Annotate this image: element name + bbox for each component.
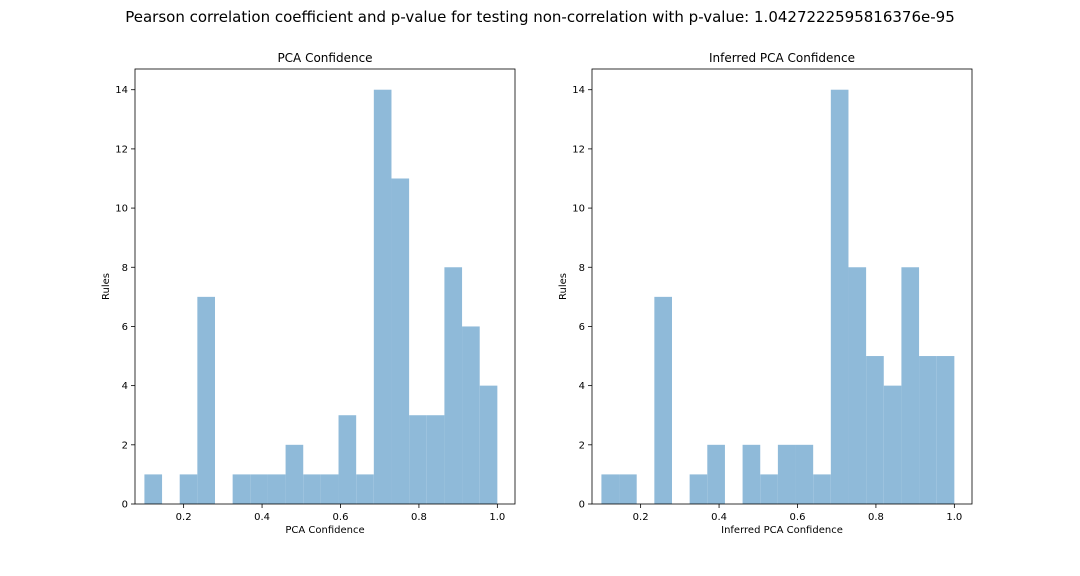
y-tick-label: 14 [572, 85, 585, 96]
histogram-bar [426, 415, 445, 504]
x-tick-label: 0.8 [868, 512, 884, 523]
histogram-bar [936, 356, 955, 504]
histogram-bar [338, 415, 357, 504]
histogram-bar [356, 474, 374, 504]
histogram-bar [795, 444, 814, 504]
y-tick-label: 14 [115, 85, 128, 96]
x-tick-label: 0.2 [176, 512, 192, 523]
histogram-bar [601, 474, 620, 504]
figure-suptitle: Pearson correlation coefficient and p-va… [125, 8, 955, 26]
histogram-bar [742, 444, 761, 504]
histogram-bar [232, 474, 251, 504]
histogram-bar [830, 89, 849, 504]
y-axis-label: Rules [558, 273, 569, 300]
histogram-bar [320, 474, 339, 504]
y-tick-label: 6 [122, 322, 128, 333]
y-tick-label: 10 [115, 204, 128, 215]
axes-frame [134, 68, 516, 505]
histogram-bar [901, 267, 920, 504]
x-tick-label: 0.2 [633, 512, 649, 523]
histogram-bar [179, 474, 198, 504]
y-tick-label: 4 [122, 381, 128, 392]
x-tick-label: 0.6 [333, 512, 349, 523]
x-tick-label: 0.4 [711, 512, 727, 523]
histogram-bar [462, 326, 480, 504]
histogram-bar [373, 89, 392, 504]
y-tick-label: 2 [579, 440, 585, 451]
panel-title: PCA Confidence [277, 51, 372, 65]
x-axis-label: PCA Confidence [285, 525, 364, 536]
histogram-bar [707, 444, 725, 504]
x-tick-label: 0.6 [790, 512, 806, 523]
histogram-bar [303, 474, 321, 504]
histogram-bar [919, 356, 937, 504]
axes-frame [591, 68, 973, 505]
histogram-bar [479, 385, 498, 504]
x-axis-label: Inferred PCA Confidence [721, 525, 843, 536]
histogram-bar [848, 267, 867, 504]
y-tick-label: 6 [579, 322, 585, 333]
histogram-bar [813, 474, 831, 504]
x-tick-label: 1.0 [946, 512, 962, 523]
histogram-bar [883, 385, 902, 504]
y-tick-label: 4 [579, 381, 585, 392]
y-tick-label: 0 [122, 500, 128, 511]
histogram-bar [144, 474, 163, 504]
histogram-bar [197, 296, 215, 504]
histogram-bar [654, 296, 672, 504]
histogram-bar [777, 444, 796, 504]
histogram-bar [391, 178, 410, 504]
y-axis-label: Rules [101, 273, 112, 300]
histogram-bar [760, 474, 778, 504]
histogram-panel-1: 0.2 0.4 0.6 0.8 1.0 0 2 4 6 8 10 12 14 PCA Confidence… [101, 51, 516, 536]
histogram-bar [285, 444, 304, 504]
histogram-bar [689, 474, 708, 504]
histogram-bar [250, 474, 268, 504]
y-tick-label: 0 [579, 500, 585, 511]
histogram-bar [409, 415, 427, 504]
histogram-bar [866, 356, 884, 504]
histogram-bar [619, 474, 637, 504]
y-tick-label: 2 [122, 440, 128, 451]
y-tick-label: 8 [122, 263, 128, 274]
y-tick-label: 8 [579, 263, 585, 274]
x-tick-label: 0.4 [254, 512, 270, 523]
y-tick-label: 12 [572, 144, 585, 155]
x-tick-label: 0.8 [411, 512, 427, 523]
x-tick-label: 1.0 [489, 512, 505, 523]
y-tick-label: 12 [115, 144, 128, 155]
histogram-bar [444, 267, 463, 504]
y-tick-label: 10 [572, 204, 585, 215]
histogram-panel-2: 0.2 0.4 0.6 0.8 1.0 0 2 4 6 8 10 12 14 Inferred PCA C… [558, 51, 973, 536]
histogram-bar [267, 474, 286, 504]
panel-title: Inferred PCA Confidence [709, 51, 855, 65]
